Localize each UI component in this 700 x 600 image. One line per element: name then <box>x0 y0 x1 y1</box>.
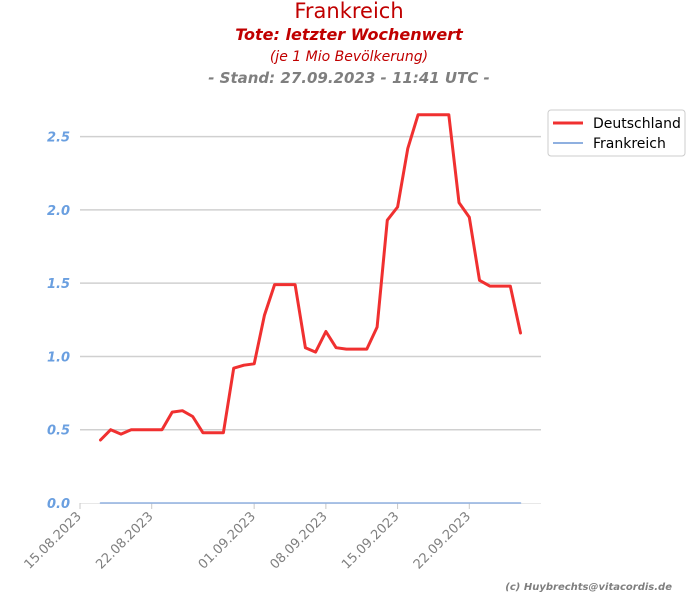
x-tick-label: 15.09.2023 <box>339 509 402 572</box>
grid-layer <box>80 135 541 431</box>
x-tick-label: 08.09.2023 <box>267 509 330 572</box>
series-line-deutschland <box>99 113 522 442</box>
copyright-note: (c) Huybrechts@vitacordis.de <box>505 582 672 593</box>
chart-stand: - Stand: 27.09.2023 - 11:41 UTC - <box>208 69 490 87</box>
x-tick-label: 01.09.2023 <box>196 509 259 572</box>
chart-subtitle: Tote: letzter Wochenwert <box>235 25 464 44</box>
y-tick-label: 2.5 <box>47 131 70 146</box>
y-tick-label: 0.0 <box>47 497 70 512</box>
series-layer <box>99 113 522 504</box>
y-tick-label: 2.0 <box>47 204 70 219</box>
x-tick-label: 22.08.2023 <box>93 509 156 572</box>
x-tick-label: 15.08.2023 <box>22 509 85 572</box>
chart-title: Frankreich <box>294 0 403 23</box>
y-tick-label: 1.5 <box>47 277 70 292</box>
legend-label-frankreich: Frankreich <box>593 136 666 152</box>
x-tick-label: 22.09.2023 <box>411 509 474 572</box>
legend-label-deutschland: Deutschland <box>593 116 681 132</box>
axis-layer: 0.0 0.5 1.0 1.5 2.0 2.5 15.08.2023 22.08.2023 01… <box>22 131 541 572</box>
chart-subtitle-note: (je 1 Mio Bevölkerung) <box>270 49 428 65</box>
y-tick-label: 1.0 <box>47 350 70 365</box>
legend: Deutschland Frankreich <box>547 109 686 157</box>
y-tick-label: 0.5 <box>47 424 70 439</box>
